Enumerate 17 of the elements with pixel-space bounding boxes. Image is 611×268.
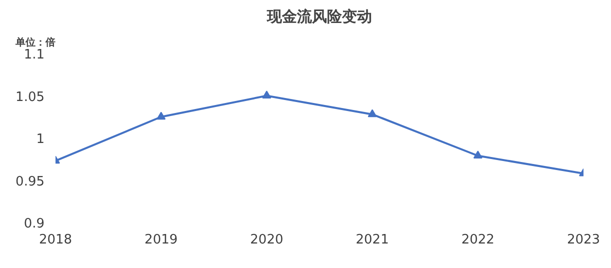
x-tick-label: 2022 [461, 232, 494, 248]
y-tick-label: 0.9 [24, 216, 45, 232]
y-tick-label: 0.95 [16, 174, 45, 190]
x-tick-label: 2020 [250, 232, 284, 248]
point [368, 109, 377, 118]
y-axis-title: 单位：倍 [14, 36, 56, 48]
x-tick-label: 2021 [356, 232, 389, 248]
point [156, 112, 166, 120]
point [473, 150, 482, 159]
x-tick-label: 2019 [144, 232, 178, 248]
y-tick-label: 1.05 [16, 90, 45, 105]
y-tick-label: 1.1 [24, 48, 45, 62]
x-tick-label: 2018 [38, 232, 72, 248]
chart-title: 现金流风险变动 [266, 8, 372, 26]
y-tick-label: 1 [36, 132, 45, 147]
x-tick-label: 2023 [566, 232, 600, 248]
point [262, 90, 272, 99]
